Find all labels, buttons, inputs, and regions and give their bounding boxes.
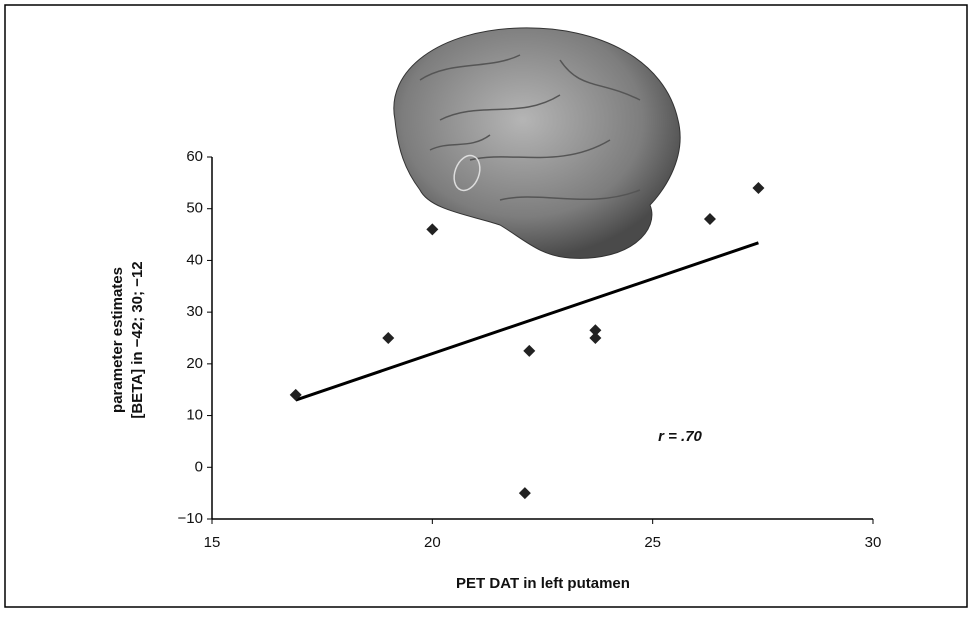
data-point: [289, 388, 302, 401]
data-point: [382, 332, 395, 344]
y-tick-label: −10: [178, 510, 203, 527]
data-point: [589, 332, 602, 344]
x-tick-label: 25: [644, 534, 661, 551]
y-tick-label: 30: [186, 303, 203, 320]
data-point: [703, 213, 716, 226]
y-tick-label: 10: [186, 407, 203, 424]
data-point: [589, 324, 602, 337]
frame: [4, 4, 968, 608]
x-axis-label: PET DAT in left putamen: [456, 575, 630, 592]
x-tick-label: 15: [204, 534, 221, 551]
data-point: [752, 182, 765, 195]
brain-image: [393, 27, 681, 259]
data-point: [518, 487, 531, 500]
y-tick-label: 50: [186, 200, 203, 217]
y-tick-label: 60: [186, 148, 203, 165]
annotation: r = .70: [658, 428, 702, 445]
y-axis-label: parameter estimates: [109, 267, 126, 413]
x-tick-label: 30: [865, 534, 882, 551]
data-point: [426, 223, 439, 236]
data-point: [523, 344, 536, 357]
trend-line: [295, 241, 759, 402]
y-axis-label: [BETA] in −42; 30; −12: [129, 261, 146, 418]
y-tick-label: 40: [186, 251, 203, 268]
y-tick-label: 20: [186, 355, 203, 372]
x-tick-label: 20: [424, 534, 441, 551]
y-tick-label: 0: [195, 458, 203, 475]
